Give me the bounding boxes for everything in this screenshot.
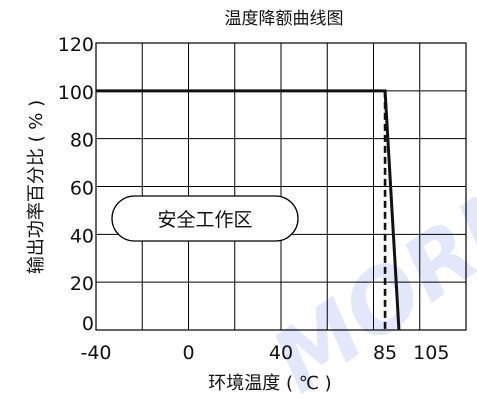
x-tick-label: 0 [182,342,194,364]
x-tick-label: 105 [413,342,449,364]
plot-frame [95,42,467,331]
y-tick-label: 80 [70,130,94,152]
x-tick-label: 85 [373,342,397,364]
y-tick-label: 40 [70,225,94,247]
y-axis-label: 输出功率百分比 ( % ) [26,100,47,274]
x-axis-label: 环境温度 ( ℃ ) [208,373,331,394]
safe-zone-label: 安全工作区 [157,209,252,231]
y-tick-label: 20 [70,273,94,295]
x-tick-label: -40 [80,342,111,364]
series-layer [96,89,401,331]
y-tick-label: 100 [58,82,94,104]
chart-title: 温度降额曲线图 [225,9,344,29]
x-tick-label: 40 [269,342,293,364]
y-tick-label: 60 [70,178,94,200]
y-tick-labels: 0 20 40 60 80 100 120 [58,34,94,335]
safe-zone-annotation: 安全工作区 [111,195,299,242]
y-tick-label: 0 [82,313,94,335]
safe-zone-box [111,195,299,242]
y-tick-label: 120 [58,34,94,56]
x-tick-labels: -40 0 40 85 105 [80,342,449,364]
